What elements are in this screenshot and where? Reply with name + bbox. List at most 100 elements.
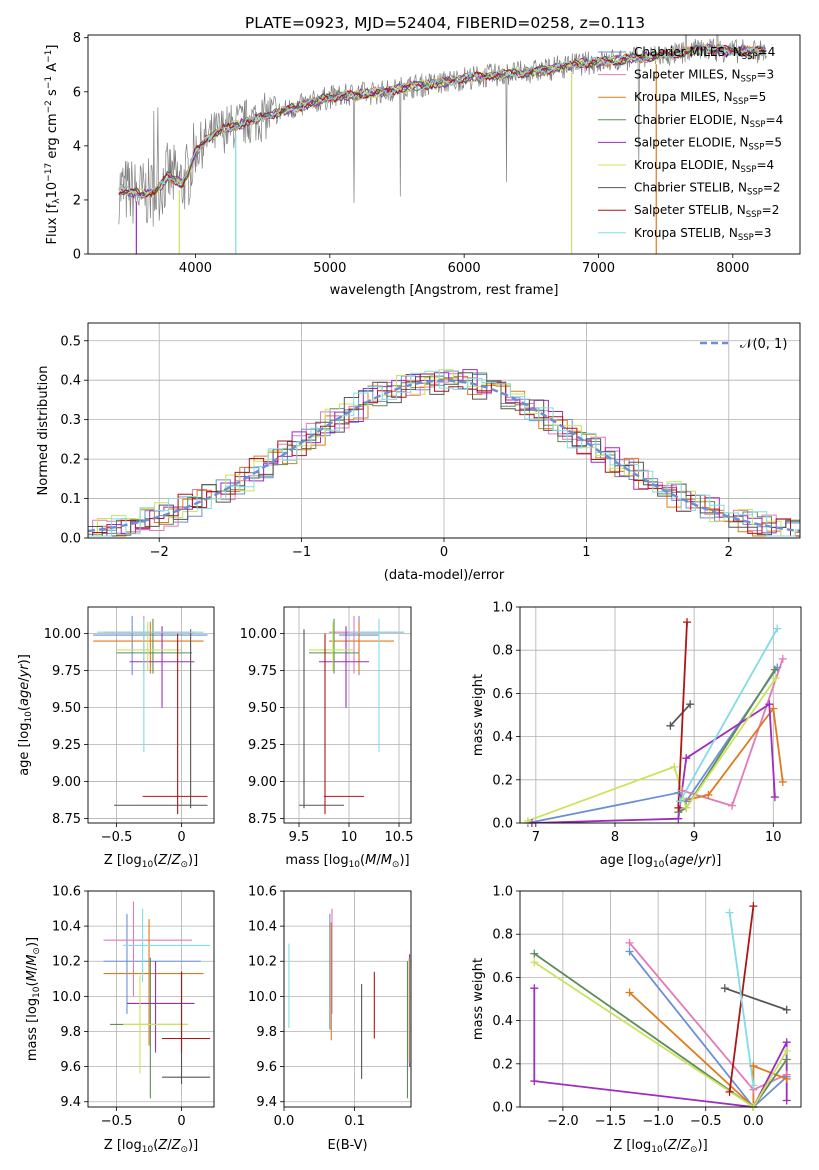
legend-entry: Chabrier STELIB, NSSP=2 <box>634 181 781 198</box>
y-tick-label: 10.4 <box>52 920 81 935</box>
series-marker <box>683 618 692 627</box>
x-tick-label: 10 <box>341 830 358 845</box>
series-marker <box>782 1074 791 1083</box>
x-tick-label: −2 <box>150 545 169 560</box>
x-tick-label: 8 <box>611 830 619 845</box>
histogram-series <box>88 370 800 537</box>
y-tick-label: 10.6 <box>52 885 81 900</box>
series-marker <box>625 938 634 947</box>
y-tick-label: 9.50 <box>52 701 81 716</box>
series-marker <box>675 797 684 806</box>
series-marker <box>770 793 779 802</box>
plot-area <box>527 622 784 823</box>
x-tick-label: 4000 <box>179 261 212 276</box>
plot-area <box>288 908 411 1099</box>
y-tick-label: 8.75 <box>52 812 81 827</box>
legend-entry: Chabrier ELODIE, NSSP=4 <box>634 113 783 130</box>
x-axis-label: (data-model)/error <box>384 568 505 583</box>
series-marker <box>674 814 683 823</box>
series-line <box>527 666 779 823</box>
x-tick-label: −0.5 <box>101 1114 133 1129</box>
x-tick-label: 9 <box>690 830 698 845</box>
y-tick-label: 9.00 <box>248 775 277 790</box>
y-tick-label: 9.50 <box>248 701 277 716</box>
series-marker <box>749 902 758 911</box>
y-tick-label: 1.0 <box>492 885 513 900</box>
y-tick-label: 0.2 <box>492 1057 513 1072</box>
y-tick-label: 1.0 <box>492 601 513 616</box>
x-tick-label: 10 <box>765 830 782 845</box>
y-tick-label: 0.6 <box>492 687 513 702</box>
panel-weight-vs-Z: −2.0 −1.5 −1.0 −0.5 0.0 0.0 0.2 0.4 0.6 0.8 1.0 Z [… <box>471 885 802 1155</box>
y-tick-label: 10.0 <box>52 990 81 1005</box>
y-tick-label: 10.2 <box>52 955 81 970</box>
series-line <box>628 942 788 1091</box>
plot-area <box>533 905 788 1107</box>
series-line <box>669 703 691 727</box>
y-tick-label: 0.0 <box>492 817 513 832</box>
plot-area <box>93 615 208 815</box>
x-tick-label: 0.0 <box>274 1114 295 1129</box>
x-tick-label: 10.5 <box>385 830 414 845</box>
x-tick-label: −2.0 <box>547 1114 579 1129</box>
x-tick-label: −1.0 <box>642 1114 674 1129</box>
spectrum-model-line <box>118 44 766 199</box>
x-axis-label: Z [log10(Z/Z⊙)] <box>104 853 198 870</box>
series-marker <box>765 700 774 709</box>
axes-frame <box>87 34 801 255</box>
y-tick-label: 10.00 <box>240 627 277 642</box>
x-axis-label: E(B-V) <box>327 1138 367 1153</box>
legend-entry: Chabrier MILES, NSSP=4 <box>634 45 775 62</box>
panel-weight-vs-age: 7 8 9 10 0.0 0.2 0.4 0.6 0.8 1.0 age [log10(age/yr… <box>471 601 802 870</box>
series-marker <box>625 947 634 956</box>
y-tick-label: 2 <box>73 193 81 208</box>
x-tick-label: 0 <box>440 545 448 560</box>
y-axis-label: mass weight <box>471 958 486 1040</box>
axes-frame <box>87 322 801 539</box>
axes-frame <box>283 606 412 824</box>
x-tick-label: −0.5 <box>101 830 133 845</box>
y-tick-label: 10.6 <box>248 885 277 900</box>
legend-entry: Kroupa ELODIE, NSSP=4 <box>634 158 774 175</box>
panel-age-vs-mass: 9.5 10 10.5 8.75 9.00 9.25 9.50 9.75 10.00 mass [… <box>240 606 414 870</box>
y-axis-label: Flux [fλ10−17 erg cm−2 s−1 A−1] <box>44 45 62 245</box>
x-axis-label: Z [log10(Z/Z⊙)] <box>104 1138 198 1155</box>
y-tick-label: 0.0 <box>60 532 81 547</box>
x-tick-label: 6000 <box>448 261 481 276</box>
series-line <box>679 628 779 802</box>
series-marker <box>769 704 778 713</box>
x-tick-label: −0.5 <box>690 1114 722 1129</box>
x-tick-label: 5000 <box>313 261 346 276</box>
panel-mass-vs-Z: −0.5 0 9.4 9.6 9.8 10.0 10.2 10.4 10.6 Z [log10(Z… <box>25 885 215 1155</box>
axes-frame <box>519 890 802 1108</box>
y-tick-label: 0.4 <box>492 1014 513 1029</box>
series-marker <box>530 1077 539 1086</box>
y-tick-label: 0.6 <box>492 971 513 986</box>
series-marker <box>771 674 780 683</box>
y-axis-label: mass weight <box>471 674 486 756</box>
y-tick-label: 0.4 <box>60 374 81 389</box>
y-tick-label: 6 <box>73 85 81 100</box>
axes-frame <box>283 890 412 1108</box>
panel-mass-vs-EBV: 0.0 0.1 9.4 9.6 9.8 10.0 10.2 10.4 10.6 E(B-V) <box>248 885 412 1153</box>
series-marker <box>704 790 713 799</box>
plot-area <box>88 369 800 537</box>
y-tick-label: 4 <box>73 139 81 154</box>
legend-entry: Salpeter MILES, NSSP=3 <box>634 68 774 85</box>
y-tick-label: 9.6 <box>256 1060 277 1075</box>
histogram-series <box>88 373 800 537</box>
y-tick-label: 9.25 <box>52 738 81 753</box>
series-line <box>628 950 788 1107</box>
series-marker <box>523 816 532 825</box>
series-marker <box>720 984 729 993</box>
x-tick-label: 8000 <box>716 261 749 276</box>
series-marker <box>686 700 695 709</box>
series-marker <box>530 958 539 967</box>
series-marker <box>666 721 675 730</box>
y-tick-label: 9.25 <box>248 738 277 753</box>
series-marker <box>674 803 683 812</box>
series-line <box>679 706 784 803</box>
series-marker <box>749 1061 758 1070</box>
y-tick-label: 9.4 <box>256 1095 277 1110</box>
